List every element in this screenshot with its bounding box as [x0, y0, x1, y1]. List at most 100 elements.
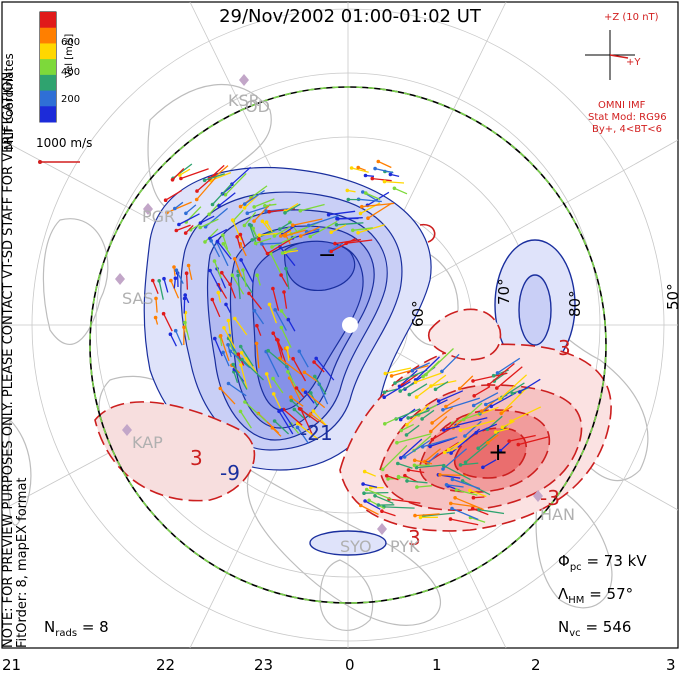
- velocity-vector: [424, 448, 441, 463]
- velocity-vector-origin: [498, 397, 502, 401]
- station-marker: [377, 523, 387, 535]
- velocity-vector-origin: [283, 211, 287, 215]
- velocity-vector-origin: [226, 318, 231, 323]
- velocity-vector-origin: [216, 290, 221, 295]
- velocity-vector-origin: [271, 376, 275, 381]
- velocity-vector-origin: [362, 491, 366, 496]
- velocity-vector-origin: [241, 268, 245, 272]
- velocity-vector-origin: [277, 409, 281, 414]
- velocity-vector: [487, 434, 499, 444]
- station-marker: [122, 424, 132, 436]
- velocity-vector: [446, 484, 464, 488]
- velocity-vector-origin: [228, 349, 233, 354]
- velocity-vector-origin: [412, 463, 417, 468]
- velocity-vector-origin: [209, 239, 213, 243]
- velocity-vector: [308, 214, 340, 227]
- velocity-vector-origin: [267, 302, 272, 307]
- velocity-scale-label: 1000 m/s: [36, 136, 93, 150]
- velocity-vector-origin: [238, 409, 243, 414]
- velocity-vector: [241, 359, 264, 381]
- velocity-vector-origin: [247, 291, 251, 296]
- velocity-vector-origin: [424, 372, 428, 377]
- velocity-vector: [265, 351, 280, 378]
- velocity-vector-origin: [405, 423, 409, 427]
- velocity-vector: [414, 513, 440, 517]
- velocity-vector-origin: [223, 192, 228, 197]
- velocity-vector: [278, 410, 294, 435]
- velocity-vector-origin: [398, 417, 403, 422]
- velocity-vector-origin: [329, 230, 334, 234]
- velocity-vector: [232, 219, 242, 241]
- velocity-vector-origin: [367, 498, 371, 503]
- velocity-vector: [366, 488, 393, 501]
- velocity-vector-origin: [174, 268, 179, 273]
- velocity-vector: [395, 408, 421, 420]
- station-markers: [115, 74, 543, 535]
- velocity-vector: [475, 423, 498, 434]
- velocity-vector: [163, 313, 173, 332]
- velocity-vector-origin: [279, 408, 284, 412]
- velocity-vector: [214, 165, 229, 178]
- velocity-vector: [216, 242, 229, 267]
- velocity-vector: [282, 247, 297, 254]
- velocity-vector: [361, 202, 395, 208]
- velocity-vector: [266, 373, 272, 389]
- velocity-vector: [213, 260, 222, 279]
- velocity-vector-origin: [334, 223, 339, 227]
- velocity-vector: [402, 373, 419, 386]
- velocity-vector: [292, 218, 323, 226]
- velocity-vector-origin: [457, 386, 462, 391]
- velocity-vector-origin: [518, 390, 522, 394]
- velocity-vector-origin: [362, 469, 367, 474]
- velocity-vector-origin: [380, 509, 384, 513]
- velocity-vector-origin: [444, 483, 449, 487]
- velocity-vector: [277, 339, 287, 365]
- velocity-vector-origin: [272, 419, 277, 423]
- velocity-vector-origin: [226, 343, 230, 347]
- lambda-symbol: Λ: [558, 585, 569, 603]
- station-label: OD: [245, 97, 270, 116]
- velocity-vector-origin: [238, 204, 243, 209]
- velocity-vector: [443, 465, 471, 481]
- velocity-vector: [272, 378, 284, 394]
- velocity-vector-origin: [213, 336, 217, 341]
- velocity-vector: [351, 167, 369, 173]
- velocity-vector-origin: [282, 290, 286, 294]
- velocity-vector: [460, 462, 479, 466]
- velocity-vector: [459, 375, 474, 389]
- velocity-vector: [384, 417, 399, 425]
- velocity-vector: [285, 268, 290, 290]
- velocity-vector-origin: [221, 350, 225, 355]
- velocity-vector-origin: [438, 473, 442, 477]
- contour-label: 3: [190, 446, 203, 470]
- velocity-vector: [367, 202, 393, 219]
- velocity-vector: [407, 410, 430, 419]
- latitude-label: 80°: [566, 290, 584, 317]
- velocity-vector: [185, 204, 197, 214]
- velocity-vector-origin: [217, 204, 221, 208]
- velocity-vector: [336, 222, 364, 226]
- velocity-vector: [315, 357, 335, 381]
- velocity-vector-origin: [441, 408, 445, 412]
- velocity-vector-origin: [407, 392, 412, 397]
- velocity-vector: [184, 322, 190, 341]
- velocity-vector: [396, 433, 432, 444]
- velocity-vector: [172, 167, 185, 181]
- velocity-vector-origin: [235, 235, 239, 239]
- contour-label: -21: [300, 421, 333, 445]
- velocity-vector: [185, 273, 189, 290]
- velocity-vector-origin: [252, 308, 257, 313]
- velocity-vector-origin: [151, 278, 155, 283]
- velocity-vector: [243, 211, 257, 226]
- velocity-vector: [412, 362, 430, 372]
- velocity-vector: [170, 280, 180, 299]
- lambda-subscript: HM: [568, 595, 585, 606]
- velocity-vector: [216, 241, 232, 260]
- velocity-vector: [445, 397, 461, 408]
- velocity-vector-origin: [242, 202, 247, 206]
- velocity-vector: [286, 347, 290, 361]
- velocity-vector-origin: [399, 456, 403, 460]
- velocity-vector: [158, 280, 164, 300]
- velocity-vector: [284, 203, 301, 214]
